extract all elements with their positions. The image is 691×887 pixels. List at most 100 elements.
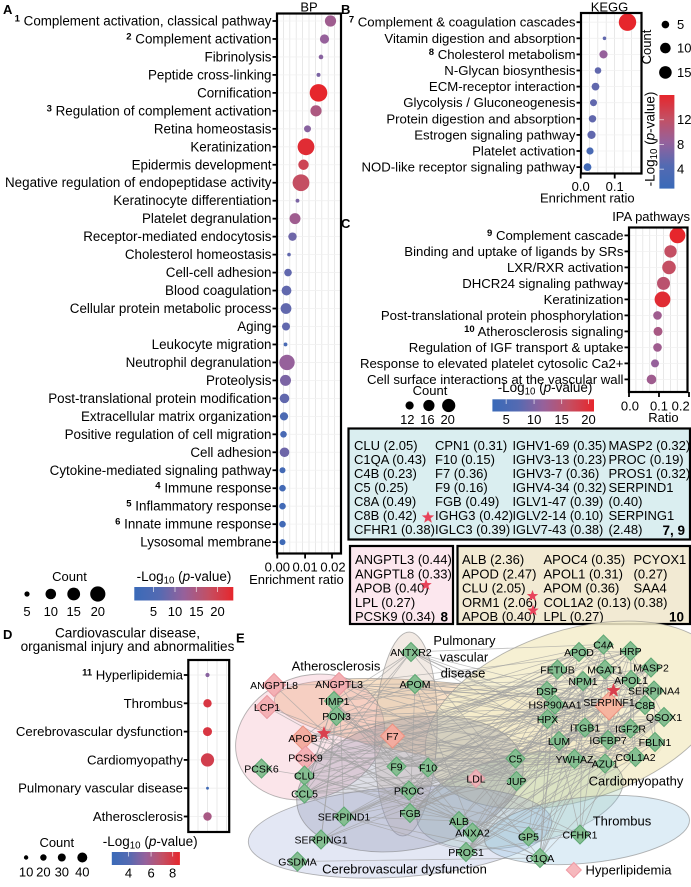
- svg-text:COL1A2 (0.13): COL1A2 (0.13): [544, 595, 631, 610]
- svg-text:10: 10: [44, 604, 58, 619]
- svg-text:Cell surface interactions at t: Cell surface interactions at the vascula…: [367, 372, 624, 387]
- svg-text:CLU (2.05): CLU (2.05): [462, 581, 526, 596]
- svg-text:F9 (0.16): F9 (0.16): [435, 480, 488, 495]
- svg-text:Protein digestion and absorpti: Protein digestion and absorption: [386, 111, 575, 126]
- svg-text:Lysosomal membrane: Lysosomal membrane: [140, 535, 271, 550]
- svg-text:F9: F9: [390, 761, 402, 773]
- svg-text:CLU (2.05): CLU (2.05): [354, 438, 418, 453]
- svg-text:15: 15: [554, 412, 568, 427]
- svg-text:Peptide cross-linking: Peptide cross-linking: [148, 67, 272, 82]
- svg-text:0.1: 0.1: [606, 179, 624, 194]
- svg-text:Post-translational protein pho: Post-translational protein phosphorylati…: [381, 308, 624, 323]
- svg-text:disease: disease: [441, 666, 486, 681]
- svg-text:20: 20: [581, 412, 595, 427]
- svg-text:Blood coagulation: Blood coagulation: [165, 283, 271, 298]
- svg-text:20: 20: [440, 412, 454, 427]
- svg-text:PROC (0.19): PROC (0.19): [609, 452, 684, 467]
- svg-text:Keratinization: Keratinization: [190, 139, 271, 154]
- svg-text:HRP: HRP: [619, 646, 641, 658]
- svg-text:Cytokine-mediated signaling pa: Cytokine-mediated signaling pathway: [50, 463, 272, 478]
- svg-text:LDL: LDL: [466, 773, 485, 785]
- svg-text:APOL1: APOL1: [614, 675, 648, 687]
- svg-text:C1QA: C1QA: [526, 853, 555, 865]
- svg-text:ANTXR2: ANTXR2: [390, 647, 432, 659]
- svg-text:Response to elevated platelet: Response to elevated platelet cytosolic …: [360, 356, 624, 371]
- svg-text:DHCR24 signaling pathway: DHCR24 signaling pathway: [462, 276, 624, 291]
- svg-text:7 Complement & coagulation cas: 7 Complement & coagulation cascades: [349, 15, 576, 30]
- svg-text:FETUB: FETUB: [540, 664, 574, 676]
- svg-text:SAA4: SAA4: [634, 581, 667, 596]
- svg-text:20: 20: [210, 604, 224, 619]
- svg-text:PROS1 (0.32): PROS1 (0.32): [609, 466, 691, 481]
- svg-text:-Log10 (p-value): -Log10 (p-value): [103, 834, 198, 852]
- svg-text:Post-translational protein mod: Post-translational protein modification: [48, 391, 271, 406]
- svg-text:3 Regulation of complement act: 3 Regulation of complement activation: [47, 103, 272, 118]
- svg-text:(0.40): (0.40): [609, 494, 643, 509]
- svg-text:9 Complement cascade: 9 Complement cascade: [487, 228, 624, 243]
- svg-text:Estrogen signaling pathway: Estrogen signaling pathway: [414, 127, 576, 142]
- svg-text:LPL (0.27): LPL (0.27): [355, 595, 415, 610]
- svg-text:AZU1: AZU1: [592, 758, 619, 770]
- svg-text:20: 20: [91, 604, 105, 619]
- svg-text:QSOX1: QSOX1: [646, 712, 682, 724]
- svg-text:CPN1 (0.31): CPN1 (0.31): [435, 438, 507, 453]
- svg-text:JUP: JUP: [507, 776, 527, 788]
- svg-text:C8A (0.49): C8A (0.49): [354, 494, 416, 509]
- svg-text:IPA pathways: IPA pathways: [612, 209, 690, 224]
- svg-text:Atherosclerosis: Atherosclerosis: [292, 659, 381, 674]
- svg-text:5 Inflammatory response: 5 Inflammatory response: [126, 499, 271, 514]
- svg-text:10: 10: [527, 412, 541, 427]
- svg-text:Neutrophil degranulation: Neutrophil degranulation: [126, 355, 272, 370]
- svg-text:ITGB1: ITGB1: [570, 722, 601, 734]
- svg-text:Cellular protein metabolic pro: Cellular protein metabolic process: [70, 301, 272, 316]
- svg-text:IGLV1-47 (0.39): IGLV1-47 (0.39): [513, 494, 604, 509]
- svg-text:IGF2R: IGF2R: [615, 723, 646, 735]
- svg-text:Aging: Aging: [237, 319, 271, 334]
- svg-text:IGHV4-34 (0.32): IGHV4-34 (0.32): [513, 480, 607, 495]
- svg-text:8: 8: [169, 866, 176, 881]
- svg-text:Receptor-mediated endocytosis: Receptor-mediated endocytosis: [83, 229, 272, 244]
- svg-text:F10: F10: [419, 762, 437, 774]
- svg-text:0.0: 0.0: [621, 399, 639, 414]
- svg-text:7, 9: 7, 9: [662, 523, 685, 538]
- svg-text:LXR/RXR activation: LXR/RXR activation: [507, 260, 624, 275]
- svg-text:NPM1: NPM1: [568, 676, 597, 688]
- svg-text:4: 4: [125, 866, 132, 881]
- svg-text:PROC: PROC: [394, 785, 425, 797]
- svg-text:8: 8: [677, 137, 684, 152]
- svg-text:C1QA (0.43): C1QA (0.43): [354, 452, 426, 467]
- svg-text:Ratio: Ratio: [648, 410, 678, 425]
- svg-text:BP: BP: [300, 0, 317, 15]
- svg-text:IGHV3-7 (0.36): IGHV3-7 (0.36): [513, 466, 600, 481]
- svg-text:Negative regulation of endopep: Negative regulation of endopeptidase act…: [5, 175, 272, 190]
- svg-text:0.02: 0.02: [320, 560, 345, 575]
- svg-text:FGB: FGB: [399, 808, 421, 820]
- svg-text:SERPIND1: SERPIND1: [609, 480, 674, 495]
- svg-text:5: 5: [150, 604, 157, 619]
- svg-text:KEGG: KEGG: [591, 0, 629, 15]
- svg-text:IGHG3 (0.42): IGHG3 (0.42): [435, 508, 513, 523]
- svg-text:Cerebrovascular dysfunction: Cerebrovascular dysfunction: [16, 724, 183, 739]
- svg-text:Cornification: Cornification: [197, 85, 271, 100]
- svg-text:Positive regulation of cell mi: Positive regulation of cell migration: [65, 427, 272, 442]
- svg-text:Pulmonary: Pulmonary: [433, 633, 496, 648]
- svg-text:5: 5: [503, 412, 510, 427]
- svg-text:10: 10: [19, 865, 33, 880]
- svg-text:C: C: [341, 216, 351, 231]
- svg-text:APOB: APOB: [288, 733, 317, 745]
- svg-text:APOC4 (0.35): APOC4 (0.35): [544, 552, 626, 567]
- svg-text:APOB (0.40): APOB (0.40): [462, 609, 536, 624]
- svg-text:ALB (2.36): ALB (2.36): [462, 552, 524, 567]
- svg-text:IGLC3 (0.39): IGLC3 (0.39): [435, 522, 510, 537]
- svg-text:vascular: vascular: [440, 650, 489, 665]
- svg-text:D: D: [3, 627, 12, 642]
- svg-text:APOM (0.36): APOM (0.36): [544, 581, 620, 596]
- svg-text:IGLV7-43 (0.38): IGLV7-43 (0.38): [513, 522, 604, 537]
- svg-text:8: 8: [440, 610, 448, 625]
- svg-text:Enrichment ratio: Enrichment ratio: [540, 191, 635, 206]
- svg-text:ANGPTL3 (0.44): ANGPTL3 (0.44): [355, 552, 452, 567]
- svg-text:Glycolysis / Gluconeogenesis: Glycolysis / Gluconeogenesis: [403, 95, 576, 110]
- svg-text:Count: Count: [639, 29, 654, 64]
- svg-text:PCSK9: PCSK9: [288, 752, 323, 764]
- svg-text:SERPINF1: SERPINF1: [583, 697, 635, 709]
